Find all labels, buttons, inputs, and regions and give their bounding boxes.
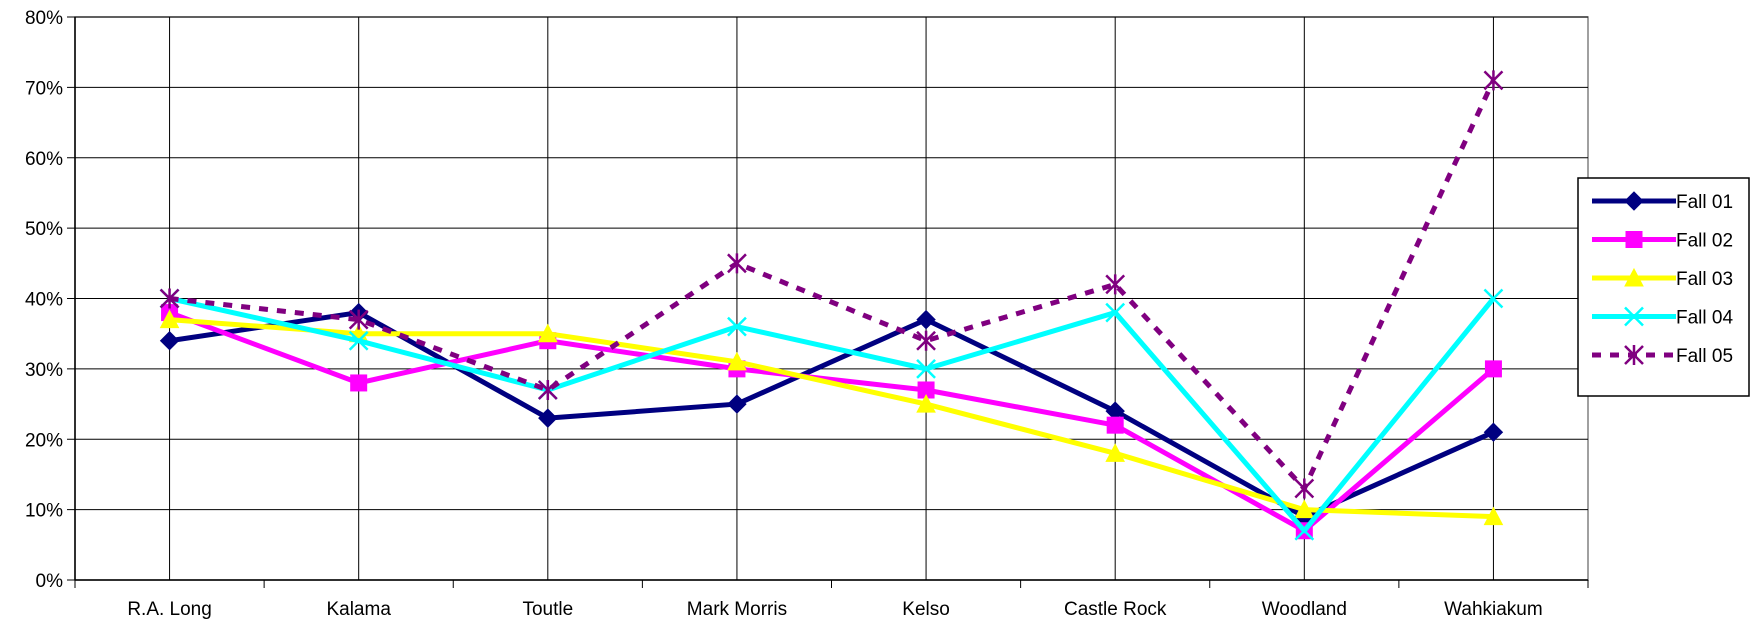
- series-line: [168, 310, 1496, 534]
- data-point-marker: [1105, 443, 1126, 462]
- data-point-marker: [538, 408, 558, 428]
- grid-lines: [74, 16, 1589, 581]
- y-tick-labels: 0% 10% 20% 30% 40% 50% 60% 70% 80%: [25, 8, 63, 592]
- series-line: [169, 79, 1496, 492]
- legend-box: [1577, 177, 1750, 397]
- data-point-marker: [916, 330, 936, 351]
- data-point-marker: [348, 309, 369, 330]
- x-tick-label: Toutle: [522, 599, 573, 620]
- data-point-marker: [727, 316, 747, 337]
- data-point-marker: [1105, 302, 1126, 323]
- y-tick-label: 80%: [25, 8, 63, 29]
- y-tick-label: 50%: [25, 219, 63, 240]
- series-line: [169, 296, 1496, 534]
- x-tick-label: R.A. Long: [127, 599, 212, 620]
- series-fall-05: [159, 70, 1504, 499]
- legend-marker: [1624, 267, 1644, 287]
- legend-marker: [1624, 345, 1644, 365]
- data-point-marker: [727, 253, 747, 274]
- y-tick-label: 0%: [36, 571, 64, 592]
- data-point-marker: [1483, 506, 1504, 526]
- data-point-marker: [1483, 70, 1504, 91]
- data-point-marker: [537, 379, 558, 400]
- legend-label: Fall 01: [1676, 192, 1733, 213]
- data-point-marker: [727, 351, 747, 371]
- data-point-marker: [159, 331, 180, 351]
- x-tick-label: Kelso: [902, 599, 950, 620]
- legend-entry: Fall 04: [1592, 306, 1733, 329]
- legend-marker: [1625, 231, 1643, 248]
- data-point-marker: [1294, 520, 1315, 541]
- legend-entry: Fall 02: [1592, 231, 1733, 252]
- x-tick-label: Mark Morris: [687, 599, 787, 620]
- data-point-marker: [1106, 416, 1124, 434]
- data-point-marker: [1483, 422, 1504, 442]
- data-point-marker: [537, 323, 558, 343]
- data-point-marker: [1484, 360, 1502, 378]
- y-tick-label: 30%: [25, 360, 63, 381]
- x-tick-label: Woodland: [1262, 599, 1347, 620]
- data-point-marker: [1483, 288, 1504, 309]
- data-point-marker: [916, 309, 936, 330]
- legend: Fall 01 Fall 02 Fall 03 Fall 04 Fall 05: [1577, 177, 1750, 397]
- data-point-marker: [159, 288, 180, 309]
- data-point-marker: [350, 374, 368, 392]
- data-point-marker: [1294, 478, 1315, 499]
- y-tick-label: 40%: [25, 290, 63, 311]
- legend-label: Fall 04: [1676, 308, 1733, 329]
- data-point-marker: [727, 394, 747, 414]
- series-fall-04: [159, 288, 1504, 541]
- legend-entry: Fall 03: [1592, 267, 1733, 290]
- y-tick-label: 60%: [25, 149, 63, 170]
- legend-label: Fall 03: [1676, 269, 1733, 290]
- y-tick-label: 10%: [25, 501, 63, 522]
- data-point-marker: [159, 309, 180, 329]
- x-tick-labels: R.A. Long Kalama Toutle Mark Morris Kelso Cas…: [127, 599, 1542, 620]
- axes: [67, 16, 1589, 588]
- legend-label: Fall 02: [1676, 231, 1733, 252]
- data-point-marker: [1105, 274, 1126, 295]
- data-point-marker: [1294, 499, 1315, 519]
- x-tick-label: Wahkiakum: [1444, 599, 1543, 620]
- legend-entry: Fall 01: [1592, 191, 1733, 213]
- y-tick-label: 20%: [25, 430, 63, 451]
- x-tick-label: Kalama: [326, 599, 391, 620]
- data-point-marker: [348, 330, 369, 351]
- data-point-marker: [916, 393, 936, 413]
- legend-entry: Fall 05: [1592, 345, 1733, 367]
- y-tick-label: 70%: [25, 78, 63, 99]
- data-point-marker: [916, 358, 936, 379]
- legend-marker: [1624, 191, 1644, 211]
- series-group: [159, 70, 1504, 541]
- legend-label: Fall 05: [1676, 346, 1733, 367]
- legend-marker: [1624, 306, 1644, 327]
- x-tick-label: Castle Rock: [1064, 599, 1167, 620]
